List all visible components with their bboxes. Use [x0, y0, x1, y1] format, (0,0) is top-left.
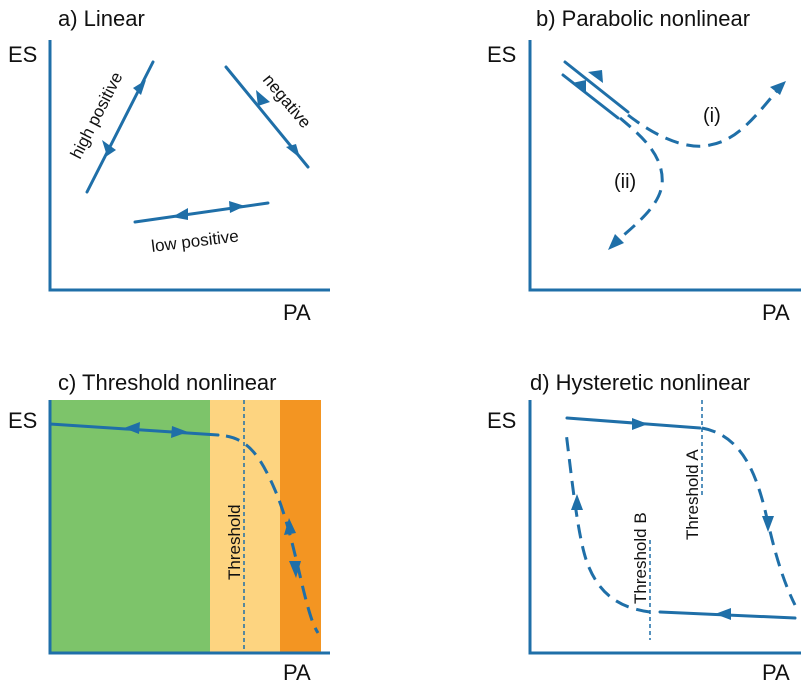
threshold-arrow-up [284, 518, 296, 535]
low-positive-label: low positive [150, 226, 240, 256]
hysteresis-right-curve [701, 426, 797, 606]
threshold-a-label: Threshold A [683, 449, 702, 540]
parabolic-arrow-2 [572, 80, 586, 94]
panel-d: d) Hysteretic nonlinear ES PA Threshold … [487, 370, 801, 685]
high-positive-label: high positive [67, 69, 127, 162]
high-positive-arrow-down [102, 140, 116, 156]
panel-c-title: c) Threshold nonlinear [58, 370, 277, 395]
threshold-arrow-left [124, 422, 140, 434]
panel-b-x-label: PA [762, 300, 790, 325]
branch-i-arrow [770, 81, 786, 95]
branch-ii-curve [610, 116, 664, 248]
panel-d-title: d) Hysteretic nonlinear [530, 370, 750, 395]
panel-b-y-label: ES [487, 42, 516, 67]
branch-i-curve [627, 84, 784, 148]
panel-a-title: a) Linear [58, 6, 145, 31]
parabolic-entry-line-1 [563, 60, 630, 114]
threshold-label: Threshold [225, 504, 244, 580]
negative-arrow-down [286, 144, 300, 158]
panel-b-title: b) Parabolic nonlinear [536, 6, 750, 31]
branch-i-label: (i) [703, 105, 721, 127]
panel-c-x-label: PA [283, 660, 311, 685]
panel-a: a) Linear ES PA high positive negative l… [8, 6, 330, 325]
panel-d-y-label: ES [487, 408, 516, 433]
panel-b: b) Parabolic nonlinear ES PA (i) (ii) [487, 6, 801, 325]
panel-c-y-label: ES [8, 408, 37, 433]
panel-a-y-label: ES [8, 42, 37, 67]
panel-d-x-label: PA [762, 660, 790, 685]
branch-ii-label: (ii) [614, 171, 636, 193]
high-positive-arrow-up [133, 80, 146, 95]
panel-c: c) Threshold nonlinear ES PA Threshold [8, 370, 330, 685]
hysteresis-right-arrow [762, 516, 774, 532]
panel-c-axes [48, 400, 330, 655]
low-positive-arrow-left [172, 208, 188, 220]
negative-arrow-up [256, 90, 270, 106]
panel-b-axes [528, 40, 801, 292]
threshold-b-label: Threshold B [631, 512, 650, 604]
zone-light-orange [210, 400, 280, 653]
hysteresis-bottom-arrow [715, 608, 731, 620]
panel-d-axes [528, 400, 801, 655]
hysteresis-left-arrow [571, 494, 583, 510]
hysteresis-left-curve [564, 431, 651, 614]
panel-a-axes [48, 40, 330, 292]
low-positive-line [133, 201, 270, 224]
panel-a-x-label: PA [283, 300, 311, 325]
parabolic-arrow-1 [588, 70, 603, 83]
threshold-dashed-curve [225, 434, 320, 634]
threshold-arrow-right [171, 426, 188, 438]
zone-green [50, 400, 210, 653]
branch-ii-arrow [608, 234, 624, 250]
parabolic-entry-line-2 [561, 73, 620, 120]
threshold-arrow-down [289, 561, 301, 578]
low-positive-arrow-right [229, 201, 245, 213]
hysteresis-top-arrow [632, 418, 648, 430]
